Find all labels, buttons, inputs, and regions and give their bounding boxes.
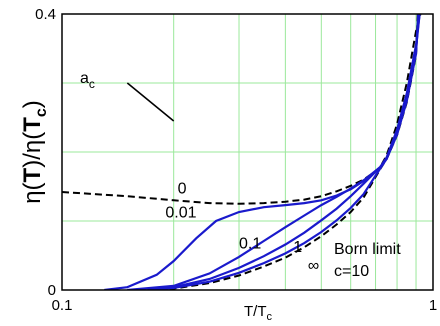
- legend-pointer-line: [126, 82, 175, 122]
- series-label-1: 0.01: [165, 205, 196, 222]
- ticks: 0.1 1 0 0.4: [35, 6, 437, 314]
- series-line-0: [62, 14, 422, 205]
- y-tick-label-0: 0: [48, 282, 56, 299]
- series-label-0: 0: [178, 180, 187, 197]
- series-group: [62, 14, 422, 290]
- series-line-5: [147, 14, 420, 290]
- x-axis-label: T/Tc: [244, 303, 273, 323]
- note-born-limit: Born limit: [334, 241, 401, 258]
- x-tick-label-0: 0.1: [52, 297, 73, 314]
- note-c-value: c=10: [334, 263, 369, 280]
- x-tick-label-1: 1: [429, 297, 437, 314]
- legend-title: ac: [80, 70, 95, 91]
- y-axis-label: η(T)/η(Tc): [19, 100, 50, 204]
- series-label-4: ∞: [308, 258, 319, 275]
- plot-frame: [61, 13, 434, 291]
- grid: [62, 14, 433, 290]
- annotations: 0 0.01 0.1 1 ∞: [126, 82, 319, 275]
- series-label-2: 0.1: [239, 236, 261, 253]
- series-label-3: 1: [293, 239, 302, 256]
- y-tick-label-1: 0.4: [35, 6, 56, 23]
